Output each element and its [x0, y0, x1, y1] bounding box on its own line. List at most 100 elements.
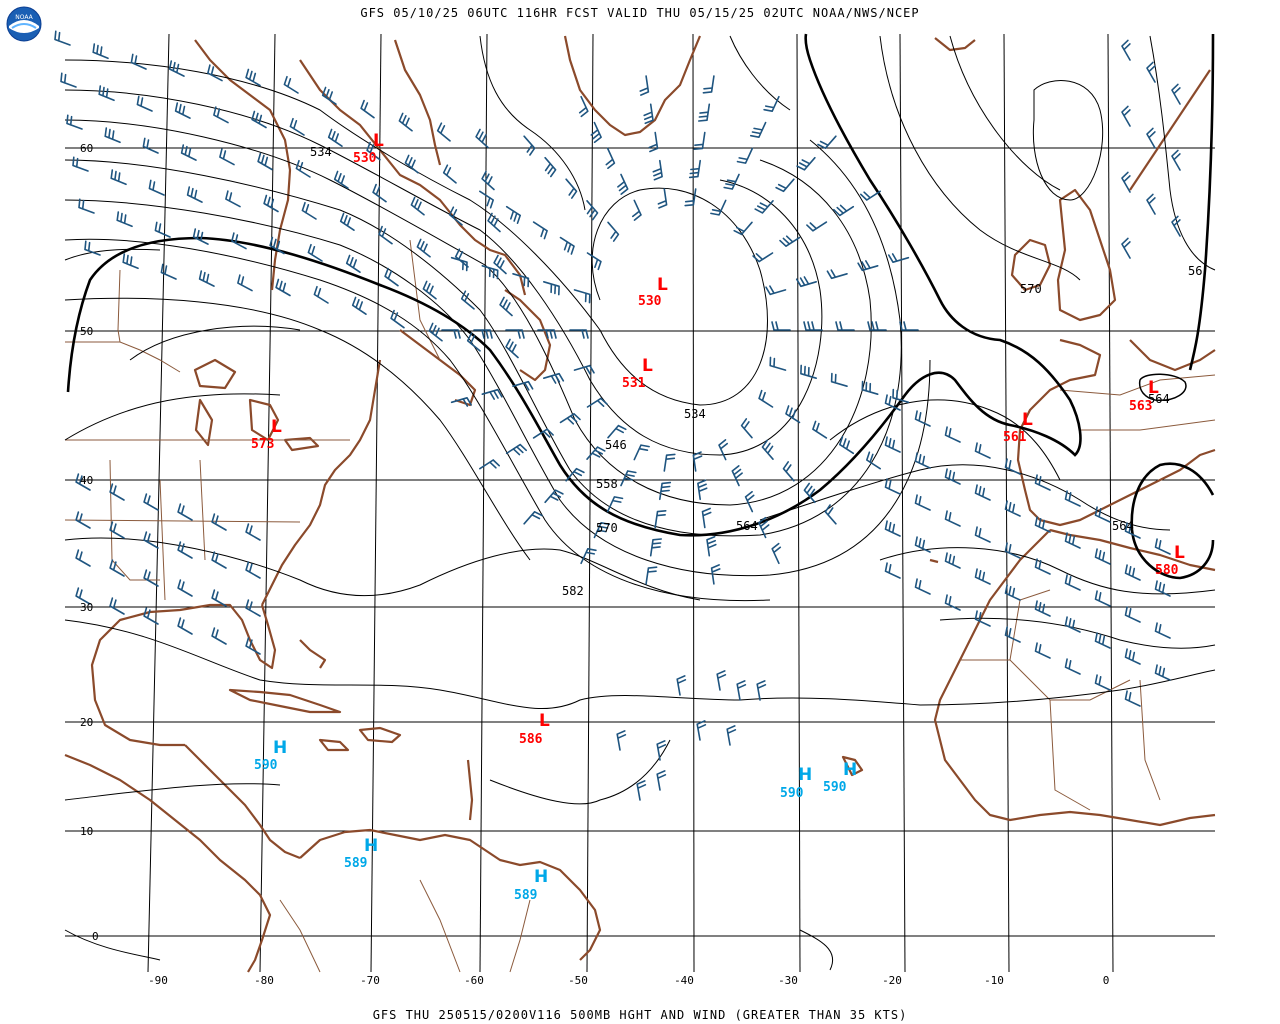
wind-barb	[168, 60, 185, 77]
wind-barb	[974, 484, 991, 501]
wind-barb	[888, 253, 910, 263]
wind-barb	[66, 114, 83, 130]
wind-barb	[1004, 500, 1021, 517]
wind-barb	[565, 178, 578, 199]
wind-barb	[544, 156, 557, 178]
wind-barb	[116, 211, 133, 228]
wind-barb	[1064, 658, 1081, 675]
wind-barb	[590, 121, 602, 144]
wind-barb	[416, 238, 431, 258]
wind-barb	[333, 170, 349, 189]
wind-barb	[578, 95, 589, 118]
wind-barb	[1004, 542, 1021, 559]
wind-barb	[75, 473, 91, 491]
wind-barb	[676, 675, 687, 696]
wind-barb	[1121, 39, 1131, 61]
wind-barb	[803, 482, 816, 504]
wind-barb	[136, 95, 153, 112]
wind-barb	[706, 535, 717, 557]
high-value: 589	[514, 888, 537, 903]
low-symbol: L	[1174, 543, 1185, 563]
wind-barb	[245, 599, 261, 617]
wind-barb	[327, 128, 343, 147]
wind-barb	[944, 426, 961, 443]
wind-barb	[1064, 616, 1081, 633]
wind-barb	[84, 240, 101, 256]
wind-barb	[1124, 564, 1141, 581]
wind-barb	[649, 538, 662, 557]
wind-barb	[1146, 61, 1156, 83]
wind-barb	[639, 75, 650, 96]
wind-barb	[824, 504, 837, 525]
wind-barb	[914, 578, 931, 595]
wind-barb	[785, 405, 801, 424]
wind-barb	[736, 680, 747, 701]
coastlines	[64, 35, 1216, 973]
wind-barb	[143, 569, 159, 587]
wind-barb	[1034, 642, 1051, 659]
wind-barb	[692, 451, 703, 472]
wind-barb	[586, 200, 599, 221]
small-contours	[1138, 373, 1187, 401]
contour-label: 56	[1188, 264, 1202, 278]
wind-barb	[60, 72, 77, 88]
low-symbol: L	[642, 356, 653, 376]
wind-barb	[143, 493, 159, 511]
high-value: 590	[780, 786, 804, 801]
noaa-logo-icon: NOAA	[6, 6, 42, 42]
wind-barb	[1094, 590, 1111, 607]
wind-barb	[569, 329, 589, 339]
wind-barb	[263, 194, 279, 213]
contour-label: 564	[1148, 392, 1170, 406]
wind-barb	[130, 53, 147, 70]
wind-barb	[180, 144, 197, 161]
wind-barb	[763, 95, 780, 112]
wind-barb	[384, 267, 399, 287]
contour-label: 582	[562, 584, 584, 598]
wind-barb	[289, 117, 305, 136]
lat-label: 60	[80, 142, 93, 155]
wind-barb	[944, 510, 961, 527]
wind-barb	[698, 103, 711, 122]
wind-barb	[211, 627, 227, 645]
wind-barb	[826, 269, 848, 280]
wind-barb	[436, 122, 451, 142]
low-value: 530	[353, 151, 377, 166]
wind-barb	[756, 680, 767, 701]
wind-barb	[1004, 458, 1021, 475]
wind-barb	[580, 548, 597, 565]
low-value: 563	[1129, 399, 1152, 414]
wind-barb	[269, 236, 285, 255]
wind-barb	[109, 559, 125, 577]
wind-barb	[1146, 127, 1156, 149]
wind-barb	[512, 380, 534, 391]
wind-barb	[441, 329, 461, 339]
wind-barb	[339, 212, 355, 231]
high-symbol: H	[843, 760, 857, 780]
contour-label: 570	[1020, 282, 1042, 296]
wind-barb	[104, 127, 121, 144]
bold-contours	[66, 33, 1215, 580]
wind-barb	[1064, 574, 1081, 591]
wind-barb	[812, 420, 828, 439]
wind-barb	[1121, 171, 1131, 193]
lat-lon-grid	[65, 33, 1215, 973]
lon-label: -30	[778, 974, 798, 987]
wind-barb	[656, 770, 667, 791]
wind-barb	[752, 252, 774, 263]
lon-label: 0	[1103, 974, 1110, 987]
wind-barb	[716, 670, 727, 691]
wind-barb	[1034, 558, 1051, 575]
wind-barb	[177, 579, 193, 597]
wind-barb	[914, 410, 931, 427]
wind-barb	[143, 607, 159, 625]
longitude-labels: -90 -80 -70 -60 -50 -40 -30 -20 -10 0	[148, 974, 1109, 987]
wind-barb	[884, 520, 901, 537]
wind-barb	[122, 253, 139, 270]
latitude-labels: 60 50 40 30 20 10 0	[80, 142, 99, 943]
wind-barb	[219, 148, 235, 166]
wind-barb	[817, 135, 837, 149]
wind-barb	[174, 102, 191, 119]
wind-barb	[688, 159, 701, 179]
